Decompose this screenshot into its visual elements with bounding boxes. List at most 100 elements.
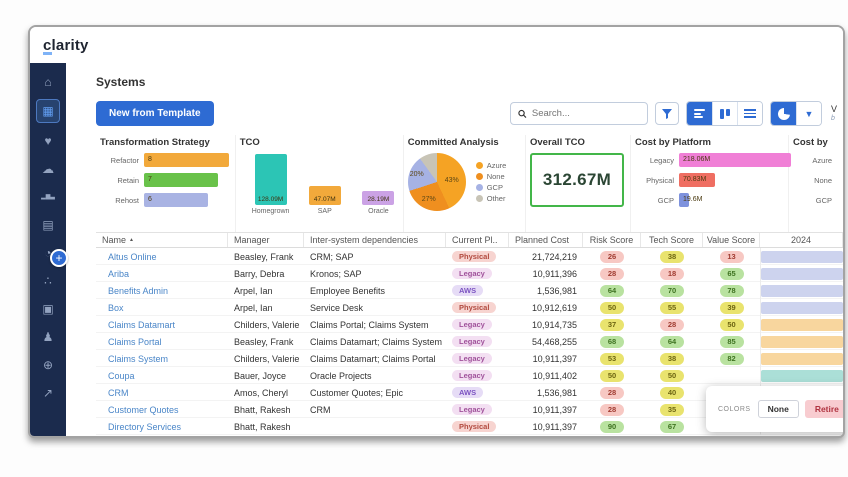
table-row: Claims Datamart Childers, Valerie Claims P…: [96, 316, 843, 333]
system-link[interactable]: Box: [108, 302, 124, 313]
sidebar-item-cloud[interactable]: ☁: [36, 158, 60, 179]
system-link[interactable]: Coupa: [108, 370, 135, 381]
system-link[interactable]: Altus Online: [108, 251, 157, 262]
sidebar-item-systems[interactable]: ▦: [36, 99, 60, 123]
timeline-bar[interactable]: [761, 284, 843, 297]
bar-legacy: [679, 153, 791, 167]
colors-option-retire[interactable]: Retire: [804, 400, 843, 418]
column-header-planned-cost[interactable]: Planned Cost: [509, 233, 583, 247]
bar-refactor: [144, 153, 229, 167]
filter-icon: [662, 108, 672, 119]
add-row-button[interactable]: +: [50, 249, 68, 267]
cell-dependencies: Claims Datamart; Claims Portal: [310, 353, 436, 364]
cell-name: Benefits Admin: [96, 286, 228, 296]
charts-view-button[interactable]: [771, 102, 796, 125]
new-from-template-button[interactable]: New from Template: [96, 101, 214, 126]
pie-slice-label: 20%: [409, 171, 424, 178]
charts-strip: Transformation Strategy Refactor 8 Retain 7…: [96, 135, 843, 233]
timeline-bar[interactable]: [761, 369, 843, 382]
hbar-row-none: None: [793, 173, 837, 187]
timeline-view-button[interactable]: [687, 102, 712, 125]
hbar-row-physical: Physical 70.83M: [635, 173, 782, 187]
column-header-name[interactable]: Name ▲: [96, 233, 228, 247]
forms-icon: ▣: [42, 301, 54, 316]
cell-platform: Physical: [446, 302, 509, 314]
view-label-cut: V: [831, 103, 838, 114]
cell-timeline-2024: [760, 367, 843, 384]
sidebar-item-health[interactable]: ♥: [36, 130, 60, 151]
charts-view-caret-button[interactable]: ▼: [796, 102, 821, 125]
system-link[interactable]: Benefits Admin: [108, 285, 169, 296]
cell-planned-cost: 10,911,397: [532, 353, 577, 364]
table-row: Altus Online Beasley, Frank CRM; SAP Physic…: [96, 248, 843, 265]
cell-dependencies: Kronos; SAP: [310, 268, 362, 279]
cell-name: Customer Quotes: [96, 405, 228, 415]
table-row: Box Arpel, Ian Service Desk Physical 10,912,…: [96, 299, 843, 316]
cloud-icon: ☁: [42, 161, 54, 176]
board-view-button[interactable]: [712, 102, 737, 125]
list-view-button[interactable]: [737, 102, 762, 125]
sidebar-item-globe[interactable]: ⊕: [36, 354, 60, 375]
system-link[interactable]: CRM: [108, 387, 129, 398]
timeline-bar[interactable]: [761, 352, 843, 365]
column-header-risk-score[interactable]: Risk Score: [583, 233, 641, 247]
system-link[interactable]: Claims System: [108, 353, 169, 364]
app-topbar: clarity: [30, 27, 843, 63]
cell-name: Claims Portal: [96, 337, 228, 347]
sidebar-item-hierarchy[interactable]: ∴: [36, 270, 60, 291]
timeline-bar[interactable]: [761, 301, 843, 314]
timeline-bar[interactable]: [761, 318, 843, 331]
score-badge: 70: [660, 284, 684, 297]
chart-cost-by-clipped: Cost by Azure None GCP: [789, 135, 843, 232]
cell-timeline-2024: [760, 265, 843, 282]
platform-badge: Legacy: [452, 370, 492, 382]
bar-category-label: GCP: [815, 195, 832, 205]
system-link[interactable]: Ariba: [108, 268, 130, 279]
system-link[interactable]: Claims Portal: [108, 336, 162, 347]
table-row: Ariba Barry, Debra Kronos; SAP Legacy 10,911…: [96, 265, 843, 282]
system-link[interactable]: Customer Quotes: [108, 404, 179, 415]
legend-label: None: [486, 172, 505, 181]
sidebar-item-export[interactable]: ↗: [36, 382, 60, 403]
sidebar-item-metrics[interactable]: ▂▆▃: [36, 186, 60, 207]
view-selector-clipped[interactable]: V b: [831, 104, 843, 123]
sidebar-item-gauge[interactable]: ◔: [36, 242, 60, 263]
column-header-manager[interactable]: Manager: [228, 233, 304, 247]
cell-manager: Bauer, Joyce: [234, 370, 287, 381]
cell-manager: Bhatt, Rakesh: [234, 404, 291, 415]
bar-category-label: SAP: [317, 208, 332, 215]
platform-badge: Legacy: [452, 268, 492, 280]
hbar-row-azure: Azure: [793, 153, 837, 167]
score-badge: 39: [719, 301, 744, 314]
search-box[interactable]: [510, 102, 648, 125]
systems-icon: ▦: [42, 104, 54, 118]
column-header-tech-score[interactable]: Tech Score: [641, 233, 703, 247]
system-link[interactable]: Claims Datamart: [108, 319, 176, 330]
column-header-inter-system-dependencies[interactable]: Inter-system dependencies: [304, 233, 446, 247]
column-header-2024[interactable]: 2024: [760, 233, 843, 247]
main-content: Systems New from Template: [66, 63, 843, 436]
system-link[interactable]: Directory Services: [108, 421, 182, 432]
cell-name: Ariba: [96, 269, 228, 279]
filter-button[interactable]: [655, 102, 679, 125]
column-header-current-pl-[interactable]: Current Pl..: [446, 233, 509, 247]
timeline-bar[interactable]: [761, 250, 843, 263]
bar-category-label: Legacy: [649, 155, 674, 165]
sidebar-item-people[interactable]: ♟: [36, 326, 60, 347]
column-header-value-score[interactable]: Value Score: [703, 233, 760, 247]
cell-risk-score: 50: [583, 301, 641, 314]
sidebar-item-portfolio[interactable]: ▤: [36, 214, 60, 235]
timeline-bar[interactable]: [761, 335, 843, 348]
cell-planned-cost: 1,536,981: [536, 285, 577, 296]
cell-risk-score: 50: [583, 369, 641, 382]
sidebar-item-home[interactable]: ⌂: [36, 71, 60, 92]
platform-badge: AWS: [452, 285, 484, 297]
timeline-bar[interactable]: [761, 267, 843, 280]
cell-tech-score: 18: [641, 267, 703, 280]
colors-option-none[interactable]: None: [757, 400, 799, 418]
cell-tech-score: 70: [641, 284, 703, 297]
search-input[interactable]: [531, 108, 640, 119]
sidebar-item-forms[interactable]: ▣: [36, 298, 60, 319]
portfolio-icon: ▤: [42, 217, 54, 232]
cell-risk-score: 28: [583, 403, 641, 416]
